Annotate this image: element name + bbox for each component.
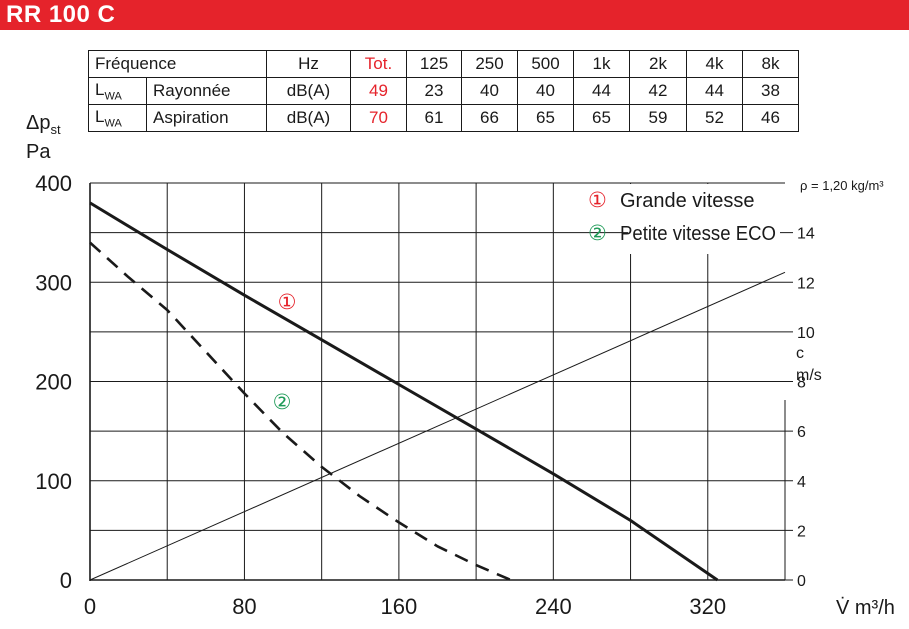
header-tot: Tot.	[350, 50, 407, 78]
right-tick-label: 8	[797, 375, 806, 392]
row-value: 61	[406, 104, 462, 132]
legend-background	[628, 230, 780, 254]
right-tick-label: 6	[797, 424, 806, 441]
y-tick-label: 400	[35, 171, 72, 196]
x-axis-label: V̇ m³/h	[836, 597, 895, 619]
y-tick-label: 200	[35, 370, 72, 395]
x-tick-label: 240	[535, 594, 572, 619]
header-band: 500	[517, 50, 574, 78]
curve-2-marker: ②	[273, 390, 292, 414]
right-tick-label: 12	[797, 275, 815, 292]
sound-power-table: Fréquence Hz Tot. 125 250 500 1k 2k 4k 8…	[88, 50, 799, 132]
series-line-air-velocity	[89, 271, 786, 581]
product-title: RR 100 C	[6, 1, 116, 28]
table-header-row: Fréquence Hz Tot. 125 250 500 1k 2k 4k 8…	[88, 50, 799, 78]
lwa-label: LWA	[88, 77, 147, 105]
curve-1-marker-bg	[276, 290, 298, 312]
density-note: ρ = 1,20 kg/m³	[800, 178, 884, 193]
y-tick-label: 0	[60, 568, 72, 593]
right-tick-label: 0	[797, 573, 806, 590]
curve-2-marker-bg	[271, 390, 293, 412]
header-frequence: Fréquence	[88, 50, 267, 78]
row-value: 23	[406, 77, 462, 105]
x-tick-label: 0	[84, 594, 96, 619]
row-tot: 70	[350, 104, 407, 132]
right-tick-label: 4	[797, 474, 806, 491]
right-axis-unit: m/s	[796, 367, 822, 384]
row-unit: dB(A)	[266, 104, 351, 132]
header-band: 4k	[686, 50, 743, 78]
right-axis-label: c	[796, 345, 804, 362]
legend-marker-1: ①	[588, 188, 607, 212]
row-value: 40	[461, 77, 518, 105]
x-tick-label: 80	[232, 594, 256, 619]
title-bar: RR 100 C	[0, 0, 909, 30]
legend-label-1: Grande vitesse	[620, 190, 755, 212]
y-axis-label: Δpst Pa	[26, 112, 61, 163]
x-tick-label: 320	[689, 594, 726, 619]
legend-marker-2: ②	[588, 221, 607, 245]
y-tick-label: 100	[35, 469, 72, 494]
row-tot: 49	[350, 77, 407, 105]
legend-background	[575, 184, 780, 230]
row-value: 65	[573, 104, 630, 132]
row-value: 52	[686, 104, 743, 132]
y-tick-label: 300	[35, 270, 72, 295]
x-tick-label: 160	[381, 594, 418, 619]
row-value: 59	[629, 104, 687, 132]
row-unit: dB(A)	[266, 77, 351, 105]
lwa-label: LWA	[88, 104, 147, 132]
table-row-aspiration: LWA Aspiration dB(A) 70 61 66 65 65 59 5…	[88, 104, 799, 132]
series-line-grande-vitesse	[89, 201, 719, 582]
row-label: Rayonnée	[146, 77, 267, 105]
header-band: 1k	[573, 50, 630, 78]
row-value: 38	[742, 77, 799, 105]
header-band: 2k	[629, 50, 687, 78]
row-label: Aspiration	[146, 104, 267, 132]
series-line-petite-vitesse	[89, 241, 512, 582]
header-band: 8k	[742, 50, 799, 78]
row-value: 46	[742, 104, 799, 132]
right-tick-label: 14	[797, 226, 815, 243]
right-tick-label: 10	[797, 325, 815, 342]
legend-label-2: Petite vitesse ECO	[620, 223, 776, 245]
right-tick-label: 2	[797, 523, 806, 540]
curve-1-marker: ①	[278, 290, 297, 314]
